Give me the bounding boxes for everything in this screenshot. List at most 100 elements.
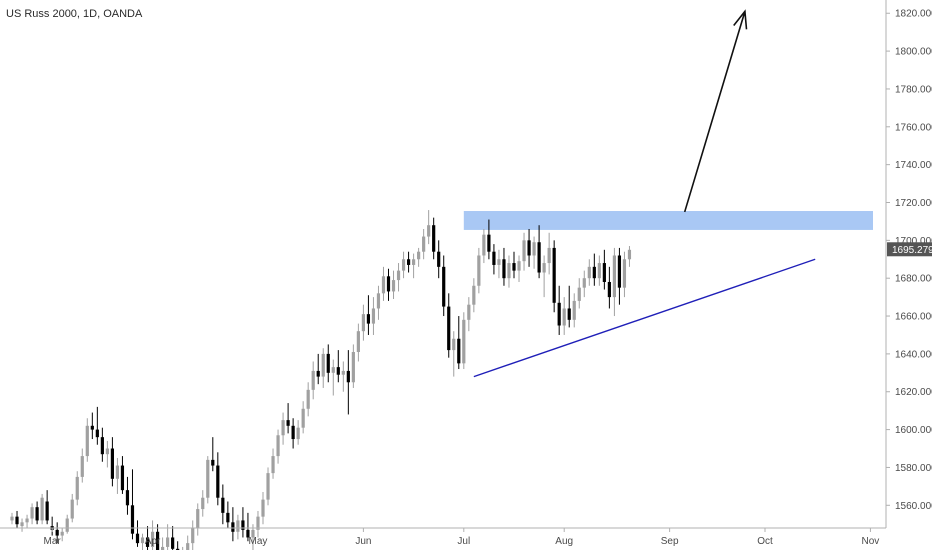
- candle-body: [251, 529, 255, 538]
- candle: [331, 359, 335, 396]
- candle: [100, 427, 104, 462]
- price-tick-label: 1580.000: [895, 463, 932, 474]
- candle-body: [427, 225, 431, 237]
- candle: [547, 232, 551, 275]
- candle-body: [45, 501, 49, 521]
- candle: [522, 232, 526, 271]
- candle: [110, 437, 114, 487]
- candle-body: [396, 270, 401, 281]
- time-tick-label: Aug: [555, 536, 573, 547]
- candle-body: [226, 512, 230, 523]
- candle: [487, 219, 491, 260]
- time-tick-label: Nov: [862, 536, 880, 547]
- candle-body: [60, 531, 64, 536]
- candle: [261, 492, 265, 525]
- candle-body: [366, 314, 371, 324]
- candle-body: [15, 516, 19, 525]
- candle: [467, 297, 471, 332]
- candle: [60, 528, 64, 542]
- candle-body: [627, 249, 632, 260]
- candle-body: [351, 352, 355, 383]
- candle-body: [472, 285, 476, 305]
- candle: [321, 348, 325, 388]
- candle-body: [25, 518, 29, 523]
- last-price-label: 1695.279: [892, 245, 932, 256]
- candle: [617, 247, 622, 305]
- time-tick-label: Jun: [355, 536, 371, 547]
- candle-body: [412, 259, 416, 265]
- candle: [25, 514, 29, 528]
- candle: [447, 293, 451, 358]
- candle-body: [286, 420, 290, 426]
- candle: [316, 353, 320, 385]
- candle: [231, 507, 235, 542]
- candle: [432, 217, 436, 260]
- candle-body: [100, 437, 104, 455]
- candle-body: [582, 278, 586, 288]
- candle-body: [70, 499, 74, 519]
- candle: [281, 412, 285, 445]
- candle: [527, 228, 531, 267]
- candle: [452, 331, 456, 377]
- candle: [266, 467, 270, 506]
- candle-body: [336, 367, 340, 375]
- candle: [552, 240, 556, 313]
- candle: [256, 510, 260, 538]
- candle-body: [311, 370, 315, 390]
- candle: [271, 448, 275, 479]
- candle-body: [492, 251, 496, 265]
- arrow-head: [733, 9, 748, 30]
- price-tick-label: 1720.000: [895, 198, 932, 209]
- resistance-zone-layer: [463, 211, 873, 230]
- candle: [15, 510, 19, 528]
- candle-body: [150, 531, 155, 547]
- candle-body: [356, 331, 360, 352]
- candle: [211, 437, 215, 472]
- candle: [356, 323, 360, 362]
- candle-body: [211, 459, 215, 466]
- candle: [85, 418, 89, 462]
- candle-body: [482, 234, 486, 256]
- candle-body: [537, 242, 541, 273]
- support-trendline[interactable]: [473, 258, 816, 378]
- candle: [602, 249, 606, 290]
- candle-body: [171, 537, 175, 549]
- candle-body: [462, 319, 466, 364]
- candle-body: [306, 389, 310, 409]
- candle: [622, 251, 627, 298]
- candle: [115, 457, 120, 494]
- candle-body: [115, 465, 120, 479]
- candle-body: [236, 520, 240, 532]
- candle-body: [316, 370, 320, 377]
- candle: [341, 361, 345, 392]
- candle: [462, 312, 466, 370]
- arrow-shaft[interactable]: [683, 11, 746, 213]
- candle: [226, 501, 230, 528]
- candle-body: [241, 520, 245, 530]
- candle-body: [376, 293, 381, 309]
- candle-body: [422, 236, 426, 252]
- candle: [196, 503, 200, 536]
- candle-body: [522, 240, 526, 262]
- candle-body: [502, 259, 506, 279]
- price-tick-label: 1780.000: [895, 84, 932, 95]
- price-tick-label: 1700.000: [895, 236, 932, 247]
- candle: [391, 270, 396, 300]
- candle-body: [201, 497, 205, 510]
- candle-body: [452, 338, 456, 351]
- candle: [145, 526, 150, 550]
- candle-body: [386, 276, 391, 292]
- resistance-zone[interactable]: [463, 211, 873, 230]
- candle-body: [281, 420, 285, 436]
- candle: [361, 304, 365, 341]
- candle-body: [140, 537, 145, 544]
- candle-body: [532, 242, 536, 256]
- candle-body: [105, 448, 109, 455]
- candle: [412, 253, 416, 279]
- candle-body: [301, 408, 305, 428]
- candle-body: [35, 507, 39, 521]
- candle-body: [507, 263, 511, 279]
- candle-body: [622, 259, 627, 288]
